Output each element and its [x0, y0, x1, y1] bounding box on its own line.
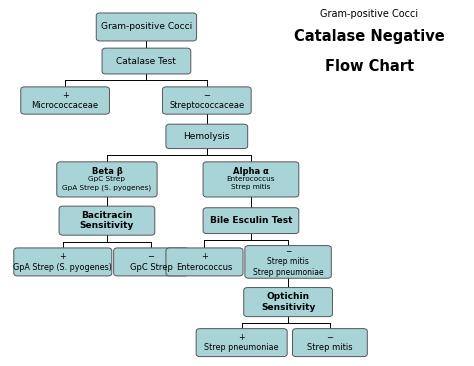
Text: Gram-positive Cocci: Gram-positive Cocci [101, 22, 192, 31]
Text: +
Enterococcus: + Enterococcus [176, 252, 233, 272]
Text: Hemolysis: Hemolysis [183, 132, 230, 141]
FancyBboxPatch shape [114, 248, 189, 276]
Text: Bacitracin
Sensitivity: Bacitracin Sensitivity [80, 211, 134, 230]
Text: +
Strep pneumoniae: + Strep pneumoniae [204, 333, 279, 352]
FancyBboxPatch shape [96, 13, 197, 41]
Text: Beta β: Beta β [91, 167, 122, 176]
Text: Strep mitis: Strep mitis [231, 184, 271, 190]
Text: −
Strep mitis: − Strep mitis [307, 333, 353, 352]
FancyBboxPatch shape [14, 248, 112, 276]
FancyBboxPatch shape [196, 329, 287, 356]
Text: Enterococcus: Enterococcus [227, 176, 275, 182]
FancyBboxPatch shape [245, 246, 331, 278]
FancyBboxPatch shape [21, 87, 109, 114]
Text: −
GpC Strep: − GpC Strep [129, 252, 173, 272]
FancyBboxPatch shape [203, 162, 299, 197]
Text: Gram-positive Cocci: Gram-positive Cocci [320, 9, 419, 19]
Text: Catalase Negative: Catalase Negative [294, 29, 445, 44]
FancyBboxPatch shape [292, 329, 367, 356]
FancyBboxPatch shape [166, 124, 248, 149]
FancyBboxPatch shape [57, 162, 157, 197]
Text: Alpha α: Alpha α [233, 167, 269, 176]
Text: Flow Chart: Flow Chart [325, 59, 414, 74]
Text: +
GpA Strep (S. pyogenes): + GpA Strep (S. pyogenes) [13, 252, 112, 272]
Text: GpC Strep: GpC Strep [89, 176, 126, 182]
Text: +
Micrococcaceae: + Micrococcaceae [32, 91, 99, 110]
Text: Optichin
Sensitivity: Optichin Sensitivity [261, 292, 315, 312]
FancyBboxPatch shape [203, 208, 299, 234]
FancyBboxPatch shape [163, 87, 251, 114]
Text: −
Streptococcaceae: − Streptococcaceae [169, 91, 245, 110]
Text: −
Strep mitis
Strep pneumoniae: − Strep mitis Strep pneumoniae [253, 247, 323, 277]
FancyBboxPatch shape [102, 48, 191, 74]
FancyBboxPatch shape [59, 206, 155, 235]
Text: Bile Esculin Test: Bile Esculin Test [210, 216, 292, 225]
FancyBboxPatch shape [166, 248, 243, 276]
Text: Catalase Test: Catalase Test [117, 57, 176, 66]
Text: GpA Strep (S. pyogenes): GpA Strep (S. pyogenes) [63, 184, 152, 191]
FancyBboxPatch shape [244, 288, 332, 317]
